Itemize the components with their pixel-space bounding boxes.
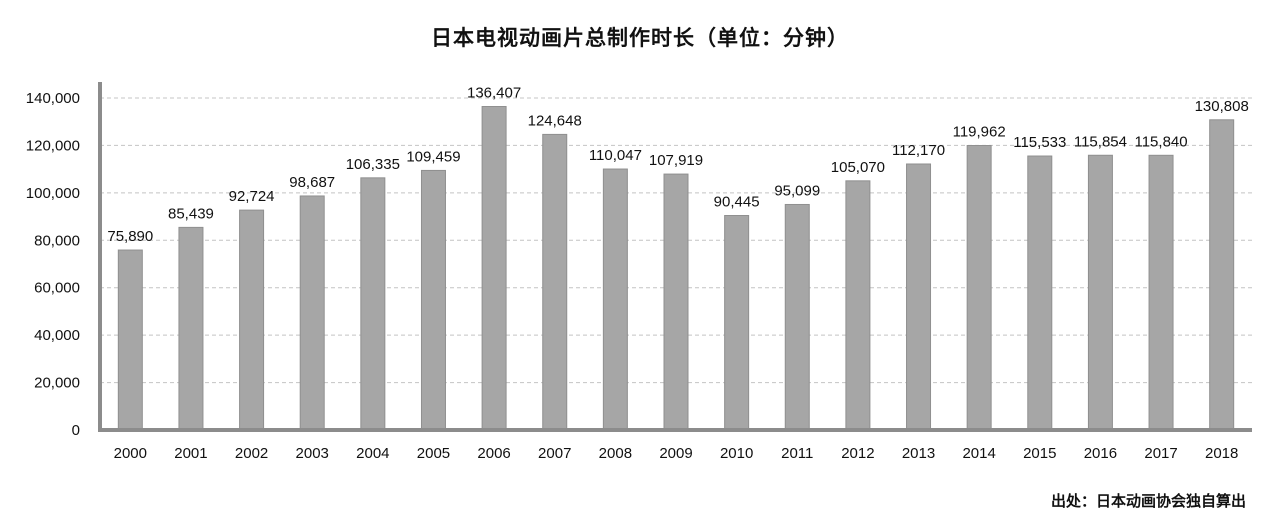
labels: 0 20,000 40,000 60,000 80,000 100,000 120,000 1… <box>26 85 1249 462</box>
y-tick-label: 20,000 <box>34 375 80 392</box>
x-tick-label: 2005 <box>417 445 450 462</box>
y-tick-label: 80,000 <box>34 232 80 249</box>
x-tick-label: 2008 <box>599 445 632 462</box>
bar <box>1148 154 1174 431</box>
bar <box>299 195 325 431</box>
data-label: 107,919 <box>649 152 703 169</box>
data-label: 115,533 <box>1013 134 1066 151</box>
bar <box>239 209 265 431</box>
data-label: 115,840 <box>1134 133 1187 150</box>
x-tick-label: 2000 <box>114 445 147 462</box>
bar <box>1087 154 1113 431</box>
x-tick-label: 2006 <box>477 445 510 462</box>
x-tick-label: 2018 <box>1205 445 1238 462</box>
data-label: 95,099 <box>774 182 820 199</box>
data-label: 106,335 <box>346 156 400 173</box>
bar <box>117 249 143 431</box>
data-label: 109,459 <box>406 148 460 165</box>
data-label: 105,070 <box>831 159 885 176</box>
bar <box>1027 155 1053 431</box>
y-tick-label: 0 <box>72 422 80 439</box>
axes <box>98 82 1252 432</box>
bar <box>1209 119 1235 431</box>
source-note: 出处：日本动画协会独自算出 <box>1050 492 1246 510</box>
x-tick-label: 2015 <box>1023 445 1056 462</box>
bar <box>481 106 507 431</box>
y-tick-label: 40,000 <box>34 327 80 344</box>
x-tick-label: 2014 <box>962 445 995 462</box>
data-label: 92,724 <box>229 188 275 205</box>
x-tick-label: 2007 <box>538 445 571 462</box>
bar <box>845 180 871 431</box>
bar <box>724 215 750 431</box>
chart-title: 日本电视动画片总制作时长（单位：分钟） <box>431 26 849 50</box>
data-label: 115,854 <box>1074 133 1127 150</box>
x-tick-label: 2002 <box>235 445 268 462</box>
data-label: 75,890 <box>107 228 153 245</box>
data-label: 124,648 <box>528 112 582 129</box>
bar <box>602 168 628 431</box>
y-tick-label: 140,000 <box>26 90 80 107</box>
data-label: 136,407 <box>467 85 521 102</box>
x-tick-label: 2004 <box>356 445 389 462</box>
y-tick-label: 100,000 <box>26 185 80 202</box>
y-tick-label: 60,000 <box>34 280 80 297</box>
data-label: 90,445 <box>714 194 760 211</box>
bar <box>663 173 689 431</box>
data-label: 110,047 <box>589 147 642 164</box>
data-label: 112,170 <box>892 142 945 159</box>
bar <box>420 169 446 431</box>
x-tick-label: 2001 <box>174 445 207 462</box>
x-tick-label: 2012 <box>841 445 874 462</box>
bar <box>966 145 992 431</box>
bar <box>178 226 204 431</box>
data-label: 85,439 <box>168 205 214 222</box>
x-tick-label: 2013 <box>902 445 935 462</box>
data-label: 130,808 <box>1195 98 1249 115</box>
data-label: 98,687 <box>289 174 335 191</box>
x-tick-label: 2011 <box>781 445 813 462</box>
y-tick-label: 120,000 <box>26 137 80 154</box>
data-label: 119,962 <box>953 124 1006 141</box>
x-tick-label: 2017 <box>1144 445 1177 462</box>
bar <box>906 163 932 431</box>
bar <box>784 203 810 431</box>
x-tick-label: 2003 <box>296 445 329 462</box>
x-tick-label: 2009 <box>659 445 692 462</box>
x-tick-label: 2010 <box>720 445 753 462</box>
bar <box>542 133 568 431</box>
x-tick-label: 2016 <box>1084 445 1117 462</box>
bar <box>360 177 386 431</box>
